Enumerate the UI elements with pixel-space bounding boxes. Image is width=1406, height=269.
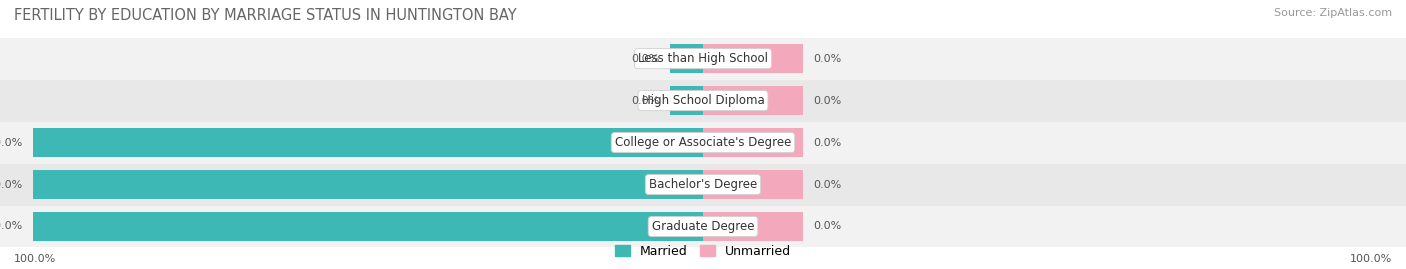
Bar <box>703 44 803 73</box>
Bar <box>0 122 1406 164</box>
Text: 0.0%: 0.0% <box>631 95 659 106</box>
Text: 100.0%: 100.0% <box>14 254 56 264</box>
Bar <box>669 86 703 115</box>
Text: College or Associate's Degree: College or Associate's Degree <box>614 136 792 149</box>
Bar <box>703 212 803 241</box>
Bar <box>34 128 703 157</box>
Text: 100.0%: 100.0% <box>0 137 24 148</box>
Legend: Married, Unmarried: Married, Unmarried <box>610 240 796 263</box>
Text: 0.0%: 0.0% <box>814 54 842 64</box>
Text: 100.0%: 100.0% <box>1350 254 1392 264</box>
Text: 0.0%: 0.0% <box>631 54 659 64</box>
Text: 0.0%: 0.0% <box>814 95 842 106</box>
Text: FERTILITY BY EDUCATION BY MARRIAGE STATUS IN HUNTINGTON BAY: FERTILITY BY EDUCATION BY MARRIAGE STATU… <box>14 8 516 23</box>
Bar <box>0 80 1406 122</box>
Text: 0.0%: 0.0% <box>814 221 842 232</box>
Text: 100.0%: 100.0% <box>0 179 24 190</box>
Bar <box>34 170 703 199</box>
Text: 0.0%: 0.0% <box>814 137 842 148</box>
Bar <box>703 86 803 115</box>
Text: 100.0%: 100.0% <box>0 221 24 232</box>
Text: Bachelor's Degree: Bachelor's Degree <box>650 178 756 191</box>
Bar <box>669 44 703 73</box>
Bar <box>703 128 803 157</box>
Text: Source: ZipAtlas.com: Source: ZipAtlas.com <box>1274 8 1392 18</box>
Bar <box>0 164 1406 206</box>
Bar <box>703 170 803 199</box>
Text: Less than High School: Less than High School <box>638 52 768 65</box>
Text: Graduate Degree: Graduate Degree <box>652 220 754 233</box>
Text: 0.0%: 0.0% <box>814 179 842 190</box>
Text: High School Diploma: High School Diploma <box>641 94 765 107</box>
Bar <box>0 206 1406 247</box>
Bar <box>0 38 1406 80</box>
Bar <box>34 212 703 241</box>
